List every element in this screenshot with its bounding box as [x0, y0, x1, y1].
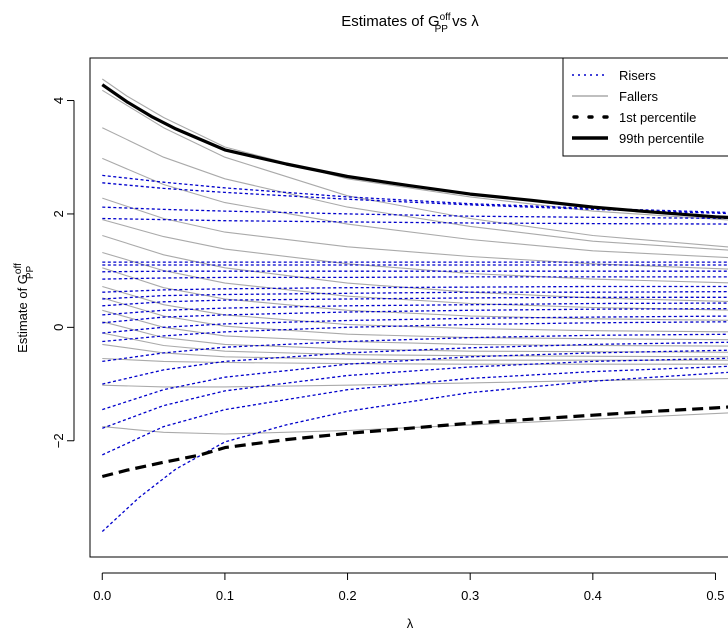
- series-line-risers-3: [102, 357, 728, 429]
- y-axis-label: Estimate of GoffPP: [13, 263, 36, 353]
- series-line-risers-2: [102, 365, 728, 456]
- x-tick-label: 0.5: [706, 588, 724, 603]
- series-line-risers-5: [102, 341, 728, 385]
- series-line-fallers-11: [102, 297, 728, 341]
- y-tick-label: 2: [51, 210, 66, 217]
- series-line-risers-4: [102, 349, 728, 411]
- series-line-fallers-17: [102, 378, 728, 388]
- x-axis-label: λ: [407, 616, 414, 631]
- series-layer: [101, 78, 728, 532]
- series-line-fallers-4: [102, 157, 728, 259]
- y-tick-label: 4: [51, 97, 66, 104]
- series-line-fallers-13: [102, 321, 728, 353]
- series-line-fallers-6: [102, 219, 728, 284]
- series-line-fallers-14: [102, 332, 728, 358]
- series-line-fallers-5: [102, 197, 728, 270]
- series-line-risers-8: [102, 315, 728, 334]
- x-tick-label: 0.1: [216, 588, 234, 603]
- series-line-fallers-2: [102, 89, 728, 248]
- legend-label-4: 99th percentile: [619, 131, 704, 146]
- series-line-risers-1: [101, 371, 728, 532]
- series-line-risers-11: [102, 296, 728, 307]
- series-line-risers-18: [102, 217, 728, 225]
- series-line-risers-19: [102, 206, 728, 220]
- series-line-risers-14: [102, 276, 728, 280]
- series-line-fallers-3: [102, 127, 728, 251]
- legend-label-3: 1st percentile: [619, 110, 696, 125]
- legend: Risers Fallers 1st percentile 99th percenti…: [562, 57, 728, 157]
- chart-title: Estimates of Goff PP vs λ: [341, 12, 479, 35]
- series-line-risers-10: [102, 302, 728, 316]
- series-line-fallers-18: [102, 412, 728, 435]
- x-tick-label: 0.2: [339, 588, 357, 603]
- y-tick-label: −2: [51, 433, 66, 448]
- legend-label-1: Risers: [619, 68, 656, 83]
- series-line-risers-6: [102, 333, 728, 363]
- series-line-risers-15: [102, 270, 728, 273]
- series-line-fallers-9: [102, 267, 728, 321]
- x-tick-label: 0.0: [93, 588, 111, 603]
- series-line-risers-13: [102, 285, 728, 293]
- series-line-1st-percentile: [101, 405, 728, 479]
- axes-layer: 0.0 0.1 0.2 0.3 0.4 0.5 −2 0 2 4: [51, 97, 725, 603]
- series-line-risers-9: [102, 307, 728, 324]
- y-tick-label: 0: [51, 324, 66, 331]
- series-line-99th-percentile: [101, 83, 728, 219]
- legend-label-2: Fallers: [619, 89, 659, 104]
- series-line-risers-20: [102, 182, 728, 215]
- series-line-risers-12: [102, 290, 728, 300]
- x-tick-label: 0.4: [584, 588, 602, 603]
- x-tick-label: 0.3: [461, 588, 479, 603]
- series-line-risers-7: [102, 321, 728, 343]
- series-line-fallers-10: [102, 285, 728, 333]
- plot-frame: [89, 57, 728, 558]
